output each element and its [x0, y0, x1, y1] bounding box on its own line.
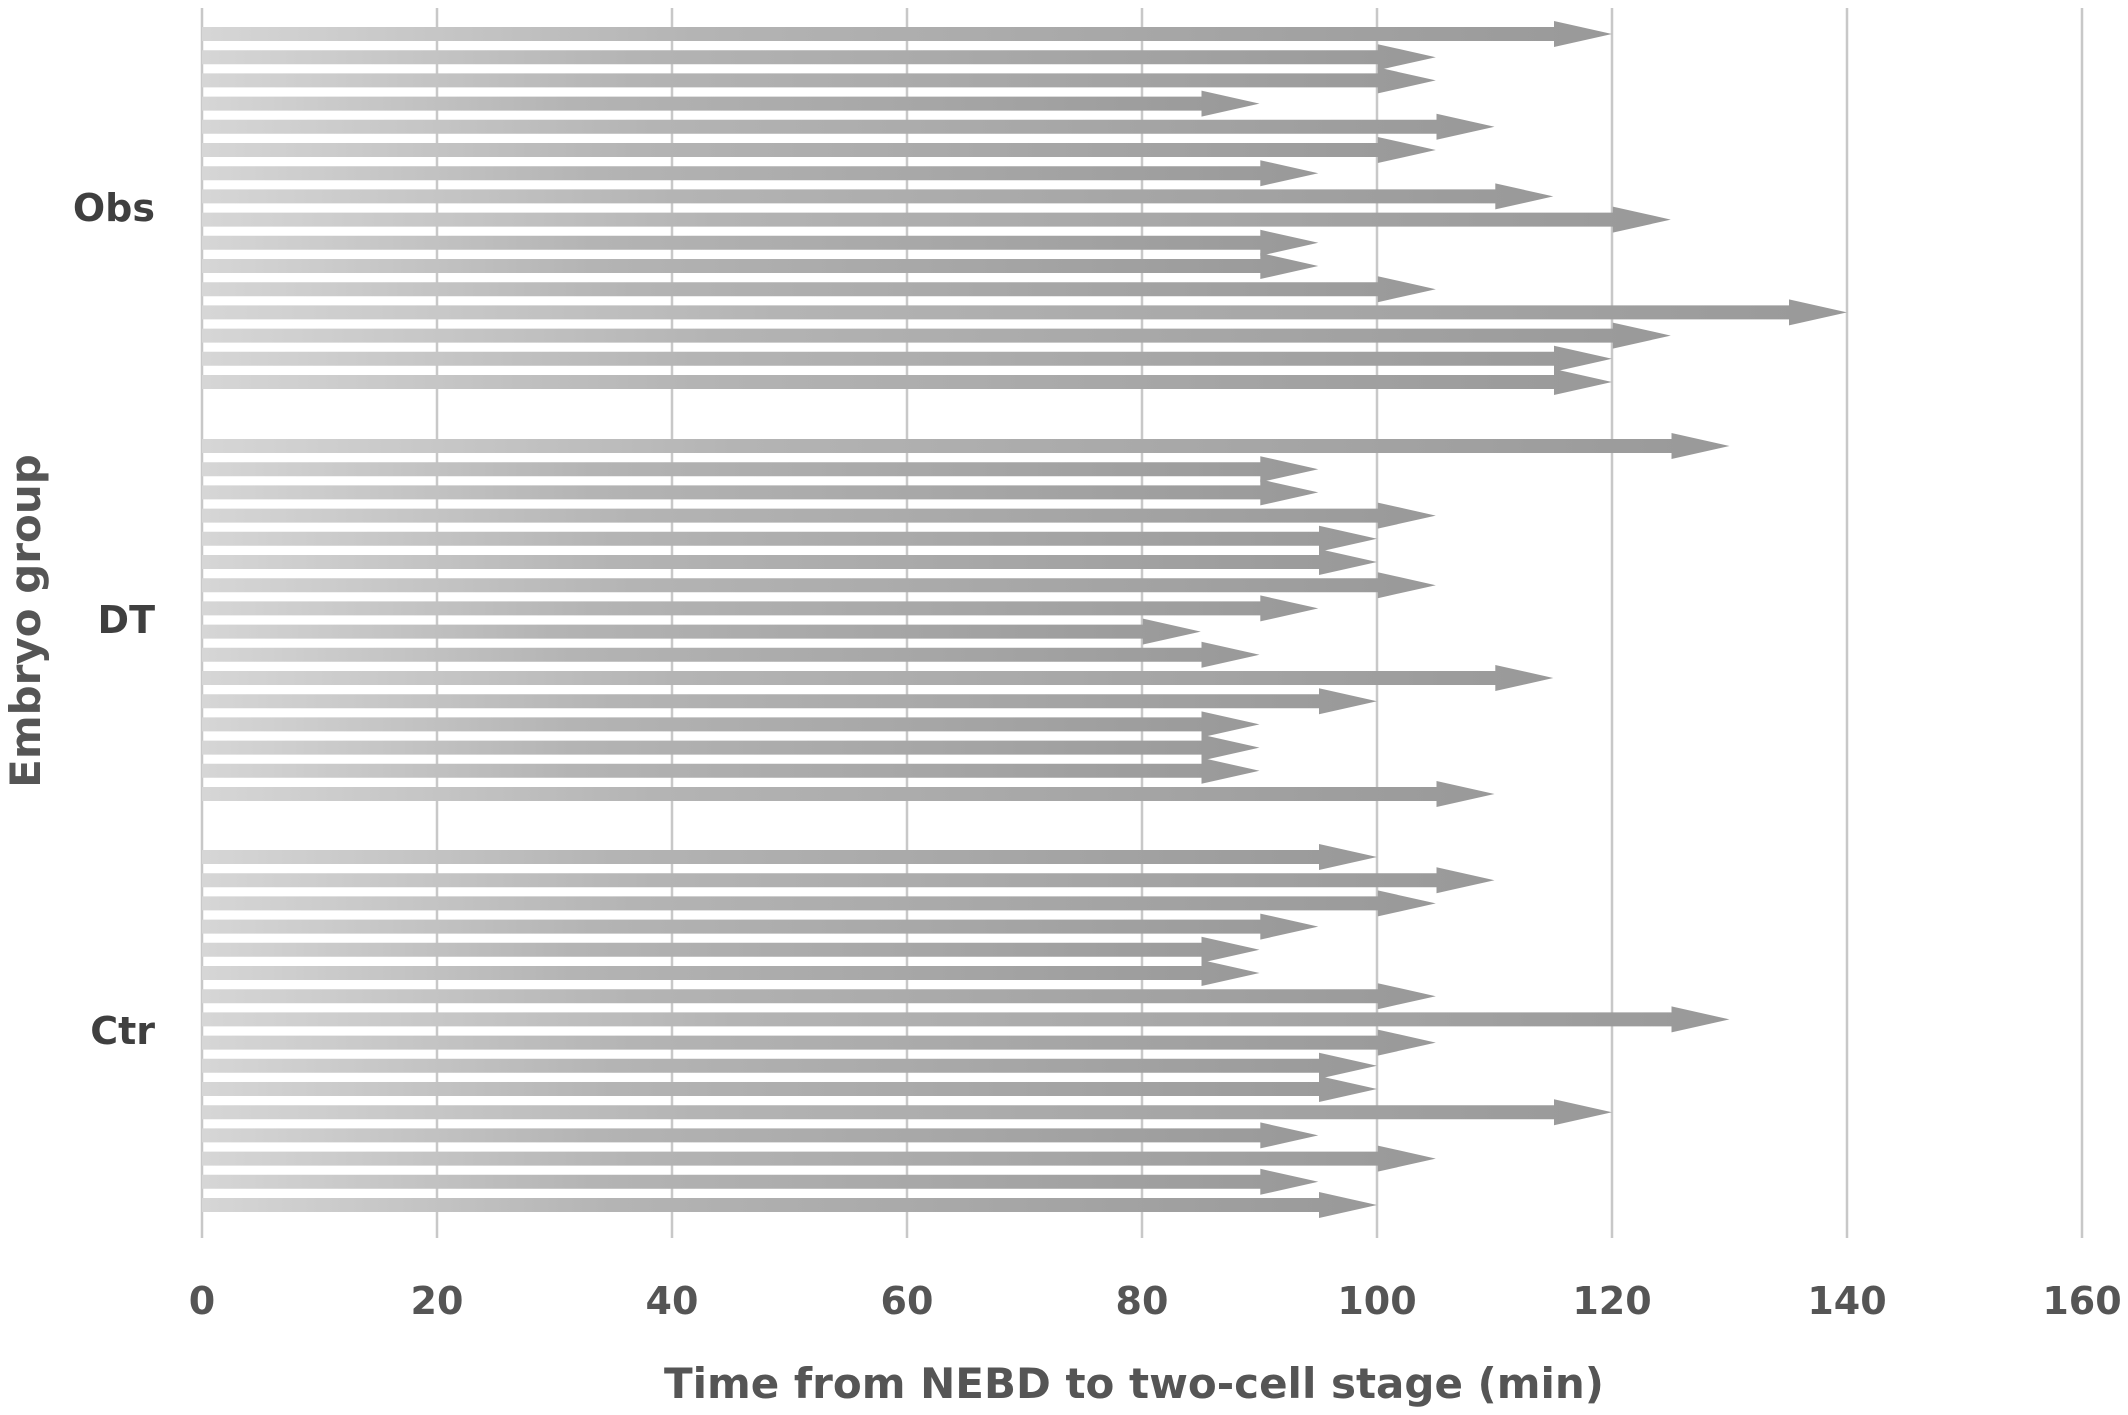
x-tick-labels: 0 20 40 60 80 100 120 140 160	[189, 1279, 2122, 1323]
y-axis-title: Embryo group	[1, 454, 50, 788]
x-tick-label: 0	[189, 1279, 215, 1323]
arrow-bar-dt-7	[202, 572, 1436, 599]
x-tick-label: 40	[646, 1279, 699, 1323]
arrow-bar-ctr-9	[202, 1029, 1436, 1056]
arrow-bar-ctr-4	[202, 913, 1319, 940]
group-labels: Obs DT Ctr	[73, 186, 155, 1053]
x-tick-label: 60	[881, 1279, 934, 1323]
arrow-bar-obs-11	[202, 253, 1319, 279]
arrow-bar-obs-2	[202, 44, 1436, 71]
arrow-bar-dt-12	[202, 688, 1377, 715]
arrow-bar-ctr-10	[202, 1052, 1377, 1079]
arrow-bar-dt-11	[202, 665, 1554, 691]
arrow-bar-obs-14	[202, 322, 1671, 349]
arrow-bar-dt-3	[202, 479, 1319, 506]
arrow-bar-dt-13	[202, 711, 1260, 738]
arrow-bar-dt-2	[202, 456, 1319, 483]
arrow-bar-ctr-11	[202, 1076, 1377, 1102]
arrow-bar-ctr-14	[202, 1145, 1436, 1172]
group-label-obs: Obs	[73, 186, 155, 230]
x-tick-label: 100	[1337, 1279, 1416, 1323]
arrow-bar-dt-16	[202, 781, 1495, 807]
x-tick-label: 20	[411, 1279, 464, 1323]
arrow-bar-dt-14	[202, 734, 1260, 761]
arrow-bar-obs-7	[202, 160, 1319, 187]
arrow-bar-obs-12	[202, 276, 1436, 303]
arrow-bar-ctr-1	[202, 844, 1377, 870]
arrow-bar-obs-4	[202, 90, 1260, 117]
x-tick-label: 80	[1116, 1279, 1169, 1323]
arrow-bar-dt-15	[202, 757, 1260, 784]
arrow-bar-ctr-5	[202, 936, 1260, 963]
arrow-bar-obs-10	[202, 229, 1319, 256]
arrow-bar-dt-9	[202, 618, 1201, 645]
arrow-bar-obs-6	[202, 137, 1436, 163]
x-tick-label: 160	[2042, 1279, 2121, 1323]
arrow-bar-obs-15	[202, 345, 1612, 372]
arrow-bar-ctr-8	[202, 1006, 1730, 1033]
arrow-bar-obs-9	[202, 206, 1671, 233]
arrow-bar-obs-13	[202, 299, 1847, 326]
arrow-bar-ctr-2	[202, 867, 1495, 894]
arrow-bar-dt-1	[202, 433, 1730, 459]
arrow-bar-obs-1	[202, 21, 1612, 47]
x-tick-label: 120	[1572, 1279, 1651, 1323]
arrow-bar-ctr-15	[202, 1168, 1319, 1195]
arrow-bar-ctr-3	[202, 890, 1436, 917]
x-tick-label: 140	[1807, 1279, 1886, 1323]
x-axis-title: Time from NEBD to two-cell stage (min)	[664, 1359, 1604, 1408]
arrow-bar-ctr-12	[202, 1099, 1612, 1126]
arrow-bar-obs-8	[202, 183, 1554, 210]
arrow-bar-ctr-16	[202, 1192, 1377, 1218]
arrow-bar-dt-5	[202, 525, 1377, 552]
arrow-bar-ctr-7	[202, 983, 1436, 1010]
arrow-bar-obs-5	[202, 113, 1495, 140]
arrow-bar-ctr-6	[202, 960, 1260, 986]
arrow-bar-obs-3	[202, 67, 1436, 94]
arrow-bar-obs-16	[202, 369, 1612, 395]
arrow-bar-dt-4	[202, 502, 1436, 529]
arrow-bar-ctr-13	[202, 1122, 1319, 1149]
arrow-bar-dt-10	[202, 641, 1260, 668]
group-label-ctr: Ctr	[90, 1009, 155, 1053]
group-label-dt: DT	[98, 598, 156, 642]
arrow-bars	[202, 21, 1847, 1218]
arrow-bar-dt-8	[202, 595, 1319, 622]
arrow-bar-dt-6	[202, 549, 1377, 575]
